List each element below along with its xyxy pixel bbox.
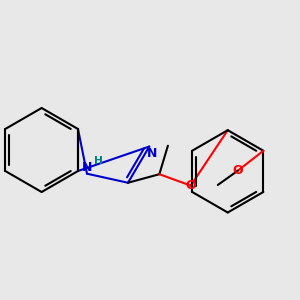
Text: O: O [232, 164, 243, 177]
Text: O: O [185, 179, 196, 192]
Text: N: N [146, 147, 157, 160]
Text: H: H [94, 156, 103, 166]
Text: N: N [82, 160, 92, 174]
